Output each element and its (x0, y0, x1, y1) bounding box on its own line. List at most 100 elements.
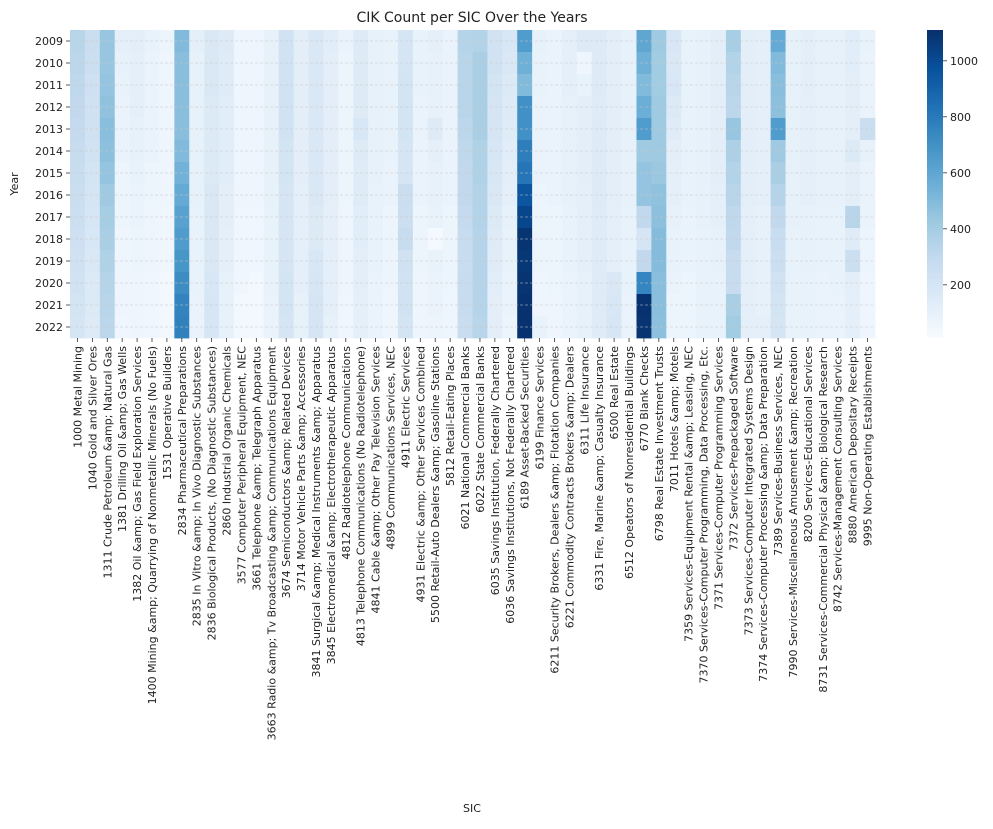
heatmap-cell (770, 250, 786, 273)
colorbar-tick-label: 400 (950, 223, 971, 236)
heatmap-cell (636, 140, 652, 163)
heatmap-cell (591, 52, 608, 75)
y-tick-label: 2013 (35, 123, 63, 136)
heatmap-cell (740, 228, 757, 251)
heatmap-cell (711, 52, 727, 75)
heatmap-cell (502, 184, 518, 207)
heatmap-cell (666, 228, 682, 251)
x-tick-label: 6331 Fire, Marine &amp; Casualty Insuran… (593, 346, 606, 591)
colorbar-tick-label: 800 (950, 111, 971, 124)
heatmap-cell (666, 316, 682, 339)
x-tick-label: 5500 Retail-Auto Dealers &amp; Gasoline … (429, 346, 442, 623)
heatmap-cell (785, 316, 801, 339)
heatmap-cell (651, 184, 667, 207)
heatmap-cell (561, 228, 578, 251)
x-tick-label: 6035 Savings Institution, Federally Char… (489, 346, 502, 595)
heatmap-cell (502, 316, 518, 339)
heatmap-cell (576, 140, 593, 163)
heatmap-cell (681, 184, 697, 207)
heatmap-cell (532, 206, 548, 229)
x-tick-label: 1531 Operative Builders (161, 346, 174, 480)
x-tick-label: 6770 Blank Checks (638, 346, 651, 452)
heatmap-cell (666, 294, 682, 317)
heatmap-cell (651, 206, 667, 229)
heatmap-cell (576, 184, 593, 207)
heatmap-cell (800, 96, 816, 119)
heatmap-cell (606, 30, 622, 53)
x-tick-label: 7359 Services-Equipment Rental &amp; Lea… (683, 346, 696, 642)
heatmap-cell (636, 228, 652, 251)
heatmap-cell (502, 206, 518, 229)
heatmap-cell (502, 30, 518, 53)
heatmap-cell (651, 30, 667, 53)
y-tick-labels: 2009 2010 2011 2012 2013 2014 2015 2016 2017 2018… (35, 35, 70, 334)
heatmap-cell (502, 294, 518, 317)
heatmap-cell (561, 118, 578, 141)
heatmap-cell (770, 74, 786, 97)
heatmap-cell (532, 162, 548, 185)
heatmap-cell (502, 118, 518, 141)
heatmap-cell (696, 162, 712, 185)
heatmap-cell (547, 140, 563, 163)
heatmap-cell (815, 74, 831, 97)
heatmap-cell (561, 140, 578, 163)
heatmap-cell (621, 96, 637, 119)
chart-title: CIK Count per SIC Over the Years (357, 10, 588, 26)
heatmap-cell (800, 74, 816, 97)
heatmap-cell (725, 272, 742, 295)
heatmap-cell (651, 74, 667, 97)
heatmap-cell (725, 294, 742, 317)
heatmap-cell (800, 118, 816, 141)
heatmap-cell (725, 184, 742, 207)
heatmap-cell (517, 30, 533, 53)
heatmap-cell (815, 96, 831, 119)
heatmap-cell (606, 52, 622, 75)
heatmap-cell (815, 30, 831, 53)
heatmap-cell (547, 294, 563, 317)
y-tick-label: 2014 (35, 145, 63, 158)
x-tick-label: 1381 Drilling Oil &amp; Gas Wells (116, 346, 129, 532)
heatmap-cell (636, 206, 652, 229)
heatmap-cell (517, 184, 533, 207)
heatmap-cell (666, 30, 682, 53)
heatmap-cell (636, 294, 652, 317)
heatmap-cell (711, 294, 727, 317)
x-tick-label: 2860 Industrial Organic Chemicals (221, 346, 234, 536)
heatmap-cell (725, 162, 742, 185)
heatmap-cell (547, 52, 563, 75)
heatmap-cell (740, 52, 757, 75)
heatmap-cell (547, 74, 563, 97)
heatmap-cell (696, 30, 712, 53)
heatmap-cell (606, 184, 622, 207)
heatmap-cell (621, 228, 637, 251)
heatmap-cell (740, 96, 757, 119)
heatmap-cell (785, 206, 801, 229)
heatmap-cell (800, 140, 816, 163)
x-tick-label: 7371 Services-Computer Programming Servi… (712, 346, 725, 610)
heatmap-cell (561, 294, 578, 317)
heatmap-cell (711, 74, 727, 97)
heatmap-cell (606, 206, 622, 229)
x-tick-label: 6021 National Commercial Banks (459, 346, 472, 530)
heatmap-cell (591, 250, 608, 273)
heatmap-cell (502, 140, 518, 163)
heatmap-cell (681, 316, 697, 339)
heatmap-cell (725, 30, 742, 53)
heatmap-cell (770, 140, 786, 163)
heatmap-cell (606, 316, 622, 339)
heatmap-cell (517, 250, 533, 273)
x-tick-label: 6221 Commodity Contracts Brokers &amp; D… (563, 346, 576, 629)
heatmap-cell (785, 294, 801, 317)
heatmap-cell (532, 96, 548, 119)
heatmap-cell (532, 30, 548, 53)
x-tick-label: 6189 Asset-Backed Securities (519, 346, 532, 509)
heatmap-cell (651, 162, 667, 185)
heatmap-cell (666, 118, 682, 141)
x-tick-label: 2836 Biological Products, (No Diagnostic… (206, 346, 219, 640)
heatmap-cell (591, 96, 608, 119)
heatmap-cell (606, 74, 622, 97)
heatmap-cell (785, 30, 801, 53)
heatmap-cell (815, 294, 831, 317)
heatmap-cell (636, 184, 652, 207)
heatmap-cell (725, 118, 742, 141)
